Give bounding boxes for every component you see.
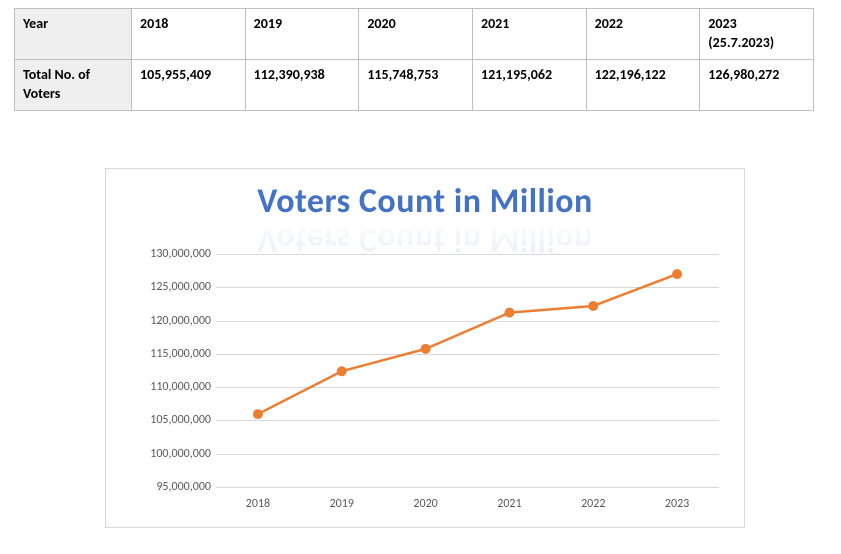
table-cell: 122,196,122 xyxy=(586,59,700,110)
chart-y-tick: 105,000,000 xyxy=(126,413,211,427)
table-cell: 2020 xyxy=(359,9,473,60)
chart-x-tick: 2021 xyxy=(497,497,521,511)
table-row: Total No. of Voters 105,955,409 112,390,… xyxy=(15,59,814,110)
table-cell: 2019 xyxy=(245,9,359,60)
chart-y-tick: 115,000,000 xyxy=(126,347,211,361)
chart-x-tick: 2020 xyxy=(413,497,437,511)
table-rowhead-total: Total No. of Voters xyxy=(15,59,132,110)
table-rowhead-year: Year xyxy=(15,9,132,60)
chart-line-series xyxy=(216,254,719,487)
chart-title: Voters Count in Million xyxy=(106,181,744,222)
table-row: Year 2018 2019 2020 2021 2022 2023 (25.7… xyxy=(15,9,814,60)
chart-x-tick: 2023 xyxy=(665,497,689,511)
chart-x-tick: 2022 xyxy=(581,497,605,511)
table-cell: 2018 xyxy=(132,9,246,60)
table-cell: 105,955,409 xyxy=(132,59,246,110)
chart-y-tick: 95,000,000 xyxy=(126,480,211,494)
chart-y-tick: 120,000,000 xyxy=(126,314,211,328)
chart-y-tick: 110,000,000 xyxy=(126,380,211,394)
chart-x-tick: 2018 xyxy=(246,497,270,511)
table-cell: 2023 (25.7.2023) xyxy=(700,9,814,60)
chart-gridline xyxy=(216,487,719,488)
voters-table: Year 2018 2019 2020 2021 2022 2023 (25.7… xyxy=(14,8,814,111)
chart-x-tick: 2019 xyxy=(330,497,354,511)
table-cell: 2021 xyxy=(472,9,586,60)
table-cell: 121,195,062 xyxy=(472,59,586,110)
chart-y-tick: 100,000,000 xyxy=(126,447,211,461)
table-cell: 112,390,938 xyxy=(245,59,359,110)
voters-line-chart: Voters Count in Million Voters Count in … xyxy=(105,168,745,528)
chart-y-tick: 125,000,000 xyxy=(126,280,211,294)
table-cell: 2022 xyxy=(586,9,700,60)
table-cell: 126,980,272 xyxy=(700,59,814,110)
table-cell: 115,748,753 xyxy=(359,59,473,110)
chart-plot-area: 95,000,000 100,000,000 105,000,000 110,0… xyxy=(216,254,719,487)
chart-y-tick: 130,000,000 xyxy=(126,247,211,261)
